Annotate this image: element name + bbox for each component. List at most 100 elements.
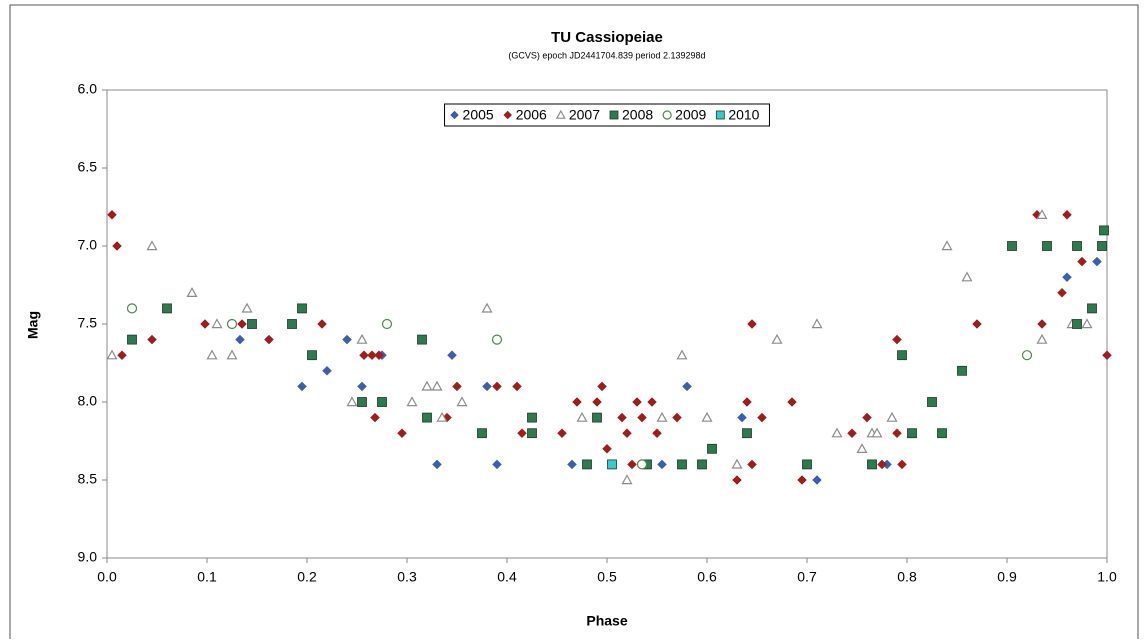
data-point: [747, 459, 757, 470]
y-tick-label: 8.0: [78, 393, 98, 409]
data-point: [346, 396, 358, 407]
legend-symbol: [450, 110, 459, 120]
x-tick-label: 0.5: [597, 569, 617, 585]
data-point: [897, 459, 907, 470]
y-tick-label: 8.5: [78, 471, 98, 487]
data-point: [937, 428, 947, 439]
legend-symbol: [662, 110, 672, 120]
data-point: [287, 319, 297, 329]
data-point: [397, 428, 407, 439]
data-point: [1021, 350, 1033, 361]
data-point: [162, 303, 172, 314]
data-point: [607, 459, 617, 470]
y-tick-label: 7.5: [78, 315, 98, 331]
data-point: [737, 412, 747, 423]
data-point: [322, 365, 332, 376]
data-point: [927, 397, 937, 407]
x-tick-label: 0.1: [197, 569, 217, 585]
data-point: [147, 334, 157, 345]
data-point: [672, 412, 682, 423]
data-point: [517, 428, 527, 439]
data-point: [787, 397, 797, 407]
x-tick-label: 0.7: [797, 569, 817, 585]
data-point: [811, 318, 823, 329]
data-point: [632, 397, 642, 407]
data-point: [886, 411, 898, 422]
data-point: [1092, 256, 1102, 267]
data-point: [456, 396, 468, 407]
data-point: [657, 459, 667, 470]
legend-label: 2010: [728, 107, 759, 123]
data-point: [676, 349, 688, 360]
legend: 2005 2006 2007 2008 2009 2010: [444, 103, 770, 127]
data-point: [297, 381, 307, 392]
legend-label: 2008: [622, 107, 653, 123]
data-point: [907, 428, 917, 439]
legend-symbol: [715, 110, 725, 120]
data-point: [677, 459, 687, 470]
data-point: [557, 428, 567, 439]
data-point: [1037, 319, 1047, 329]
data-point: [247, 319, 257, 329]
data-point: [374, 350, 384, 361]
data-point: [621, 474, 633, 485]
x-tick-label: 1.0: [1097, 569, 1117, 585]
data-point: [432, 459, 442, 470]
data-point: [597, 381, 607, 392]
legend-box: [444, 103, 770, 127]
data-point: [112, 241, 122, 251]
data-point: [1062, 209, 1072, 220]
data-point: [731, 458, 743, 469]
data-point: [421, 380, 433, 391]
data-point: [847, 428, 857, 439]
data-point: [701, 411, 713, 422]
data-point: [436, 411, 448, 422]
chart-subtitle: (GCVS) epoch JD2441704.839 period 2.1392…: [508, 50, 705, 60]
y-axis-label: Mag: [25, 311, 41, 339]
x-tick-label: 0.3: [397, 569, 417, 585]
data-point: [856, 443, 868, 453]
data-point: [146, 240, 158, 251]
data-point: [892, 428, 902, 439]
data-point: [117, 350, 127, 361]
y-tick-label: 9.0: [78, 549, 98, 565]
data-point: [237, 319, 247, 329]
data-point: [106, 349, 118, 360]
data-point: [297, 303, 307, 314]
x-tick-label: 0.4: [497, 569, 517, 585]
data-point: [656, 411, 668, 422]
data-point: [572, 397, 582, 407]
data-point: [637, 412, 647, 423]
y-tick-label: 7.0: [78, 237, 98, 253]
x-tick-label: 0.8: [897, 569, 917, 585]
data-point: [481, 302, 493, 313]
data-point: [771, 333, 783, 344]
data-point: [211, 318, 223, 329]
data-point: [359, 350, 369, 361]
data-point: [492, 459, 502, 470]
data-point: [512, 381, 522, 392]
data-point: [477, 428, 487, 439]
data-point: [647, 397, 657, 407]
legend-label: 2006: [516, 107, 547, 123]
data-point: [892, 334, 902, 345]
data-point: [877, 459, 887, 470]
data-point: [342, 334, 352, 345]
data-point: [1036, 333, 1048, 344]
data-point: [186, 287, 198, 297]
data-point: [867, 459, 877, 470]
data-point: [802, 459, 812, 470]
data-point: [1081, 318, 1093, 329]
x-tick-label: 0.2: [297, 569, 317, 585]
data-point: [406, 396, 418, 407]
data-point: [241, 302, 253, 313]
data-point: [582, 459, 592, 470]
data-point: [972, 319, 982, 329]
x-tick-label: 0.6: [697, 569, 717, 585]
data-point: [226, 318, 238, 330]
legend-label: 2007: [569, 107, 600, 123]
data-point: [1062, 272, 1072, 283]
data-point: [617, 412, 627, 423]
data-point: [226, 349, 238, 360]
